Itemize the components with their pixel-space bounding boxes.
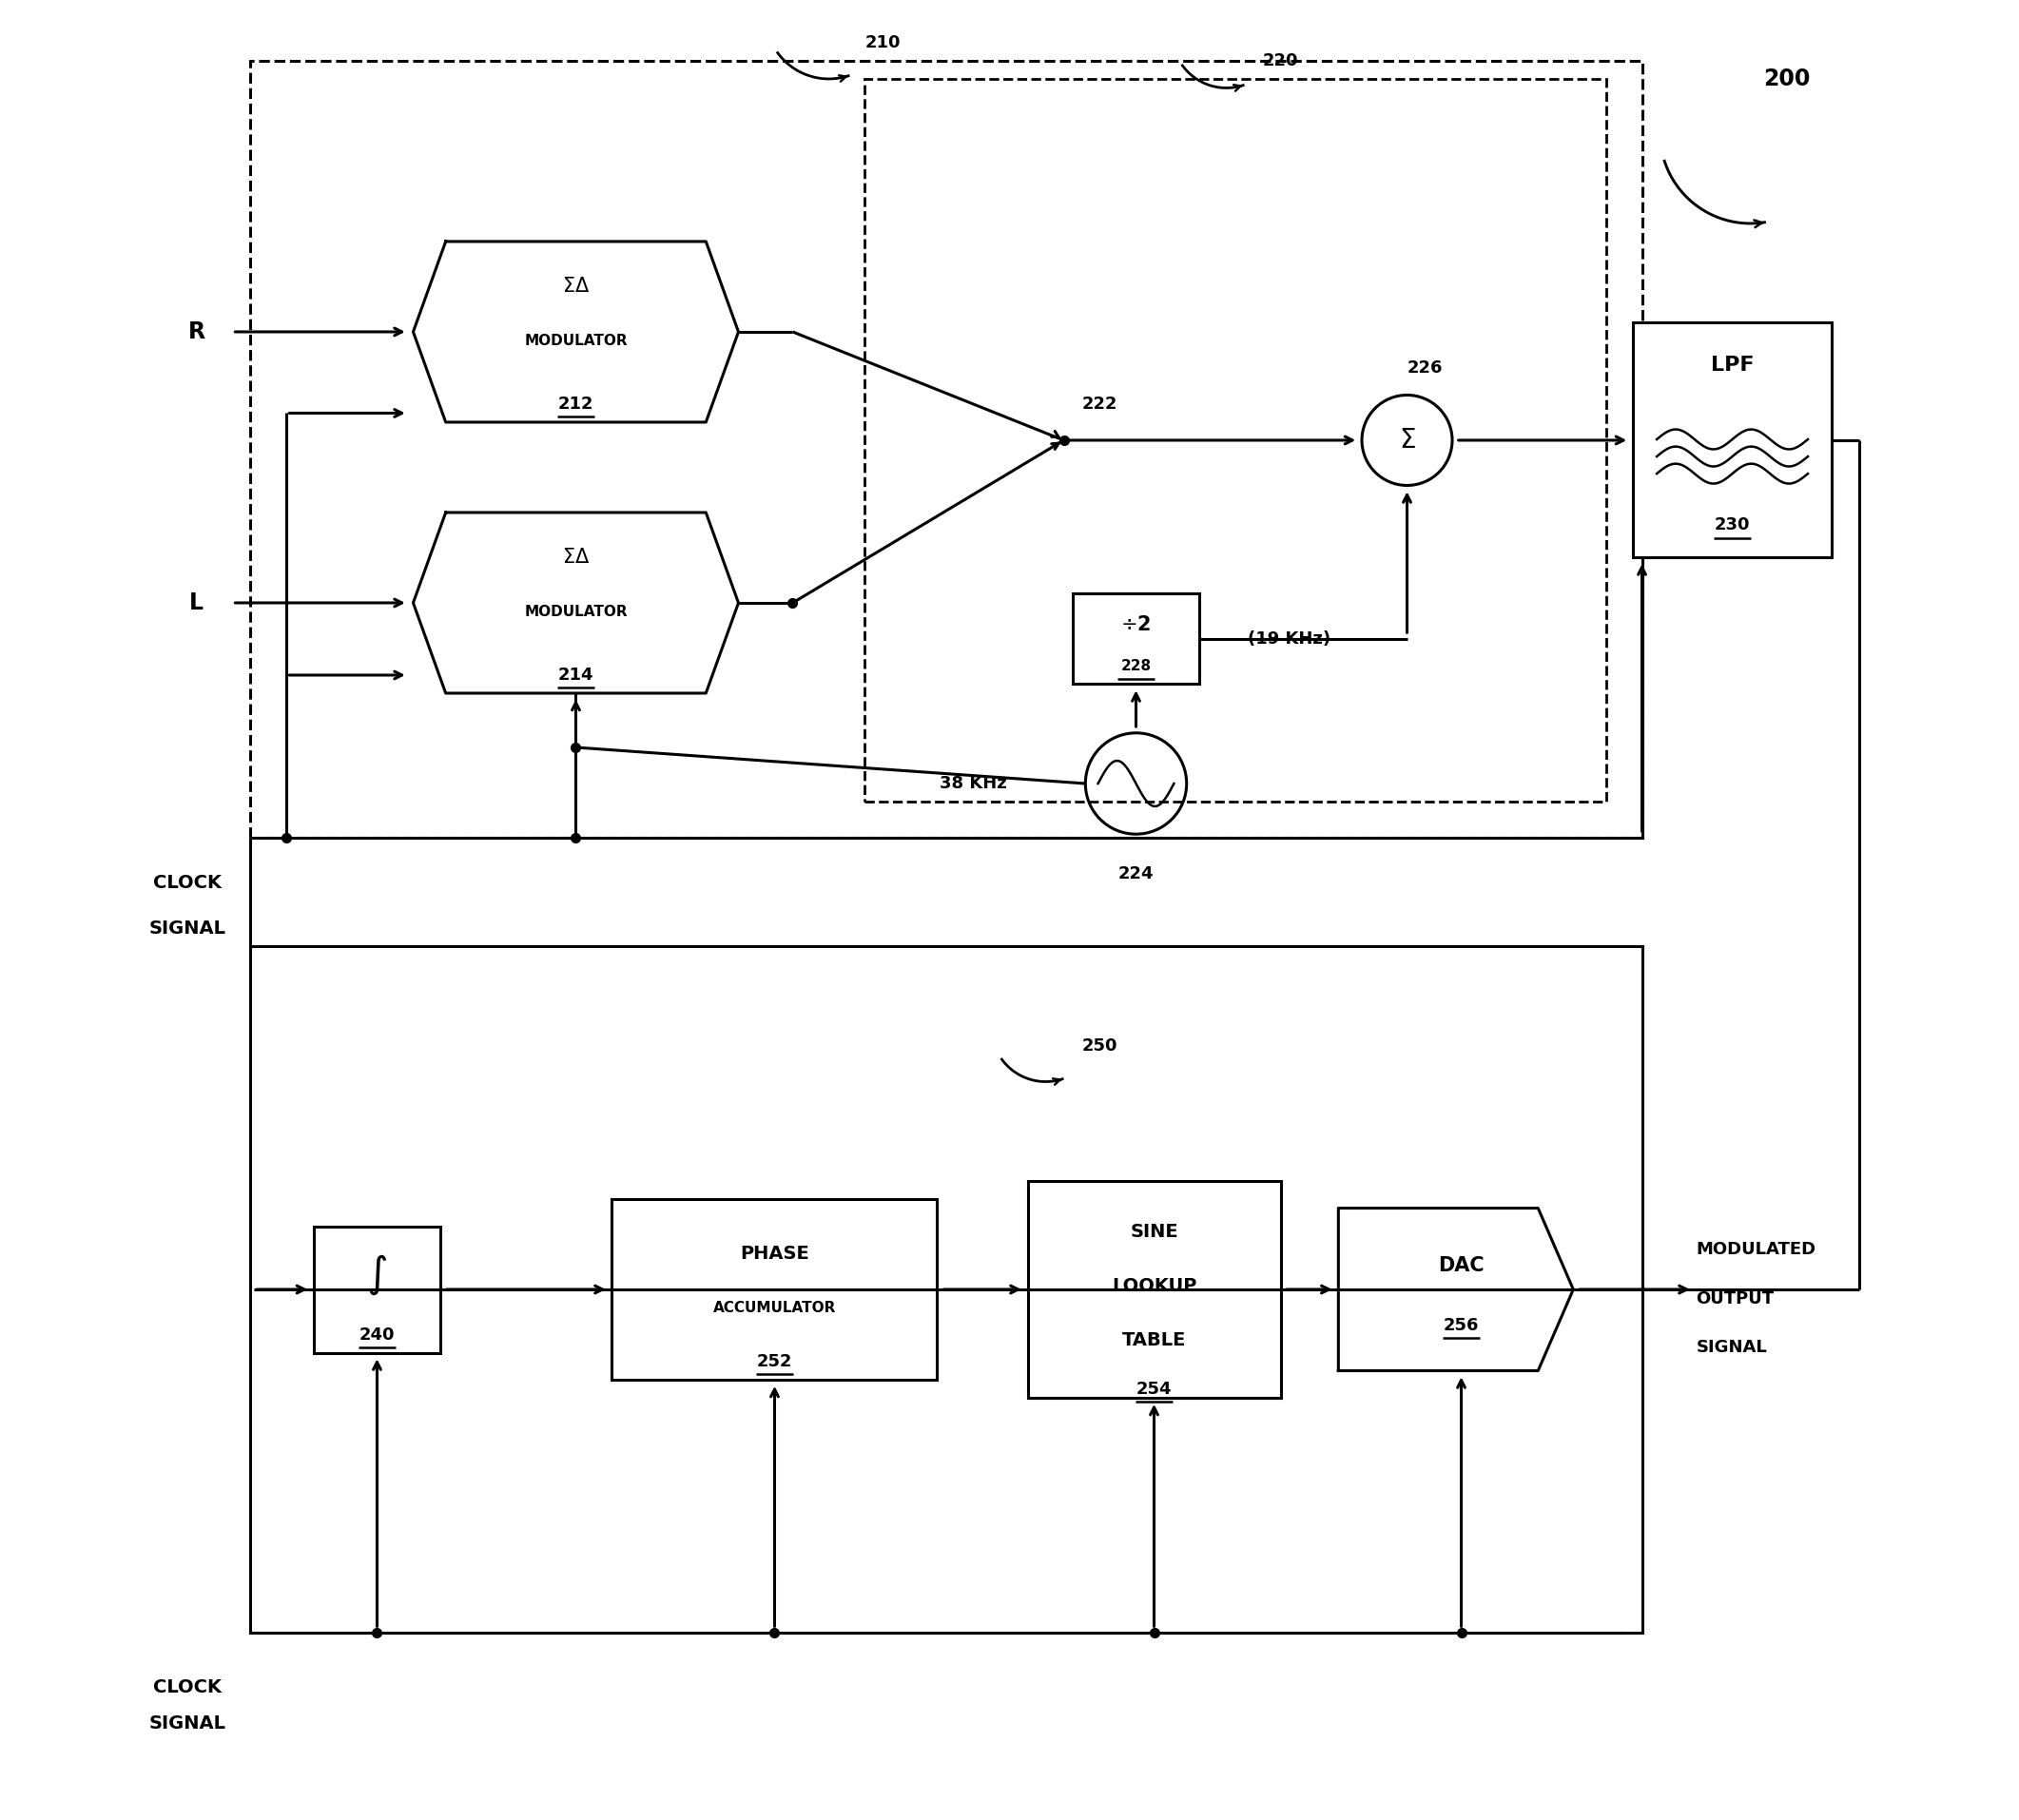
Text: 210: 210 xyxy=(866,35,900,51)
Text: LOOKUP: LOOKUP xyxy=(1112,1278,1197,1294)
Text: MODULATOR: MODULATOR xyxy=(525,604,628,619)
Text: 240: 240 xyxy=(359,1327,396,1343)
Bar xyxy=(612,1199,937,1380)
Bar xyxy=(1072,593,1199,684)
Text: $\Sigma\Delta$: $\Sigma\Delta$ xyxy=(561,277,590,297)
Text: SINE: SINE xyxy=(1131,1223,1179,1241)
Text: 226: 226 xyxy=(1407,359,1444,377)
Text: 254: 254 xyxy=(1137,1380,1171,1398)
Text: DAC: DAC xyxy=(1438,1256,1484,1276)
Text: $\Sigma$: $\Sigma$ xyxy=(1399,428,1415,453)
Bar xyxy=(250,946,1641,1633)
Text: 256: 256 xyxy=(1444,1318,1480,1334)
Bar xyxy=(1028,1181,1280,1398)
Text: 214: 214 xyxy=(557,666,594,684)
Text: 224: 224 xyxy=(1119,864,1153,883)
Text: R: R xyxy=(188,320,206,344)
Text: L: L xyxy=(190,592,204,615)
Bar xyxy=(250,60,1641,837)
Text: 252: 252 xyxy=(757,1352,791,1370)
Text: PHASE: PHASE xyxy=(741,1245,810,1263)
Polygon shape xyxy=(414,513,739,693)
Text: OUTPUT: OUTPUT xyxy=(1696,1290,1775,1307)
Text: 200: 200 xyxy=(1763,67,1809,91)
Text: TABLE: TABLE xyxy=(1123,1330,1185,1349)
Text: 222: 222 xyxy=(1082,395,1119,413)
Text: 220: 220 xyxy=(1262,53,1298,69)
Text: (19 KHz): (19 KHz) xyxy=(1248,630,1331,648)
Text: CLOCK: CLOCK xyxy=(153,1678,222,1696)
Text: SIGNAL: SIGNAL xyxy=(1696,1340,1767,1356)
Text: $\int$: $\int$ xyxy=(367,1252,388,1298)
Text: 228: 228 xyxy=(1121,659,1151,673)
Bar xyxy=(1633,322,1831,557)
Text: SIGNAL: SIGNAL xyxy=(149,919,226,937)
Polygon shape xyxy=(1339,1208,1573,1370)
Text: 250: 250 xyxy=(1082,1037,1119,1054)
Text: $\div$2: $\div$2 xyxy=(1121,615,1151,633)
Text: MODULATED: MODULATED xyxy=(1696,1241,1817,1258)
Text: ACCUMULATOR: ACCUMULATOR xyxy=(713,1299,836,1314)
Text: 38 KHz: 38 KHz xyxy=(939,775,1007,792)
Text: LPF: LPF xyxy=(1710,355,1755,375)
Text: SIGNAL: SIGNAL xyxy=(149,1714,226,1733)
Text: $\Sigma\Delta$: $\Sigma\Delta$ xyxy=(561,548,590,568)
Text: MODULATOR: MODULATOR xyxy=(525,333,628,348)
Bar xyxy=(864,78,1605,801)
Text: CLOCK: CLOCK xyxy=(153,874,222,892)
Text: 212: 212 xyxy=(557,395,594,413)
Text: 230: 230 xyxy=(1714,517,1750,533)
Polygon shape xyxy=(414,242,739,422)
Bar xyxy=(313,1227,440,1352)
Bar xyxy=(485,1054,1534,1525)
